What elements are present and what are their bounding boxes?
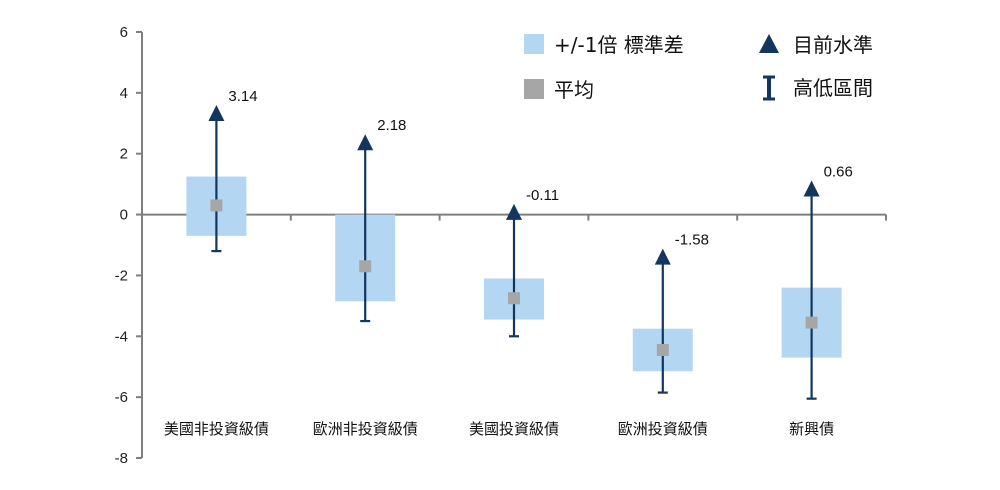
legend-mean-label: 平均 [554,78,594,102]
legend-range-label: 高低區間 [793,76,873,100]
current-marker [803,180,820,197]
y-tick-label: -6 [115,389,128,406]
category-label: 美國非投資級債 [164,420,269,438]
y-tick-label: 2 [120,146,128,163]
category-label: 新興債 [789,420,834,438]
current-marker [357,134,374,151]
category-label: 歐洲投資級債 [618,420,708,438]
current-marker [654,248,671,265]
legend-std-label: +/-1倍 標準差 [554,33,684,57]
category-label: 歐洲非投資級債 [313,420,418,438]
current-marker [506,203,522,220]
y-tick-label: -8 [115,450,128,467]
range-lines [208,105,820,400]
legend-range-icon [763,75,775,101]
current-value-label: 3.14 [228,88,257,105]
mean-marker [359,260,372,273]
mean-marker [656,343,669,356]
legend-mean-swatch [524,79,544,99]
mean-marker [210,199,223,212]
y-tick-label: -4 [115,328,128,345]
legend: +/-1倍 標準差 平均 目前水準 高低區間 [524,33,873,102]
current-value-label: 2.18 [377,117,406,134]
y-tick-label: 4 [120,85,128,102]
y-tick-label: -2 [115,267,128,284]
current-marker [208,105,225,122]
legend-current-label: 目前水準 [793,33,873,57]
current-value-label: 0.66 [824,163,853,180]
labels: 6 4 2 0 -2 -4 -6 -8 3.14 美國非投資級債 2.18 歐洲非投資級債 -0.11 美… [115,24,853,467]
mean-marker [508,292,520,305]
current-value-label: -1.58 [675,232,709,249]
category-label: 美國投資級債 [469,420,559,438]
legend-current-marker-icon [759,34,779,53]
legend-std-swatch [524,34,544,54]
y-tick-label: 6 [120,24,128,41]
current-value-label: -0.11 [526,187,559,204]
mean-marker [805,316,818,329]
y-tick-label: 0 [120,207,128,224]
